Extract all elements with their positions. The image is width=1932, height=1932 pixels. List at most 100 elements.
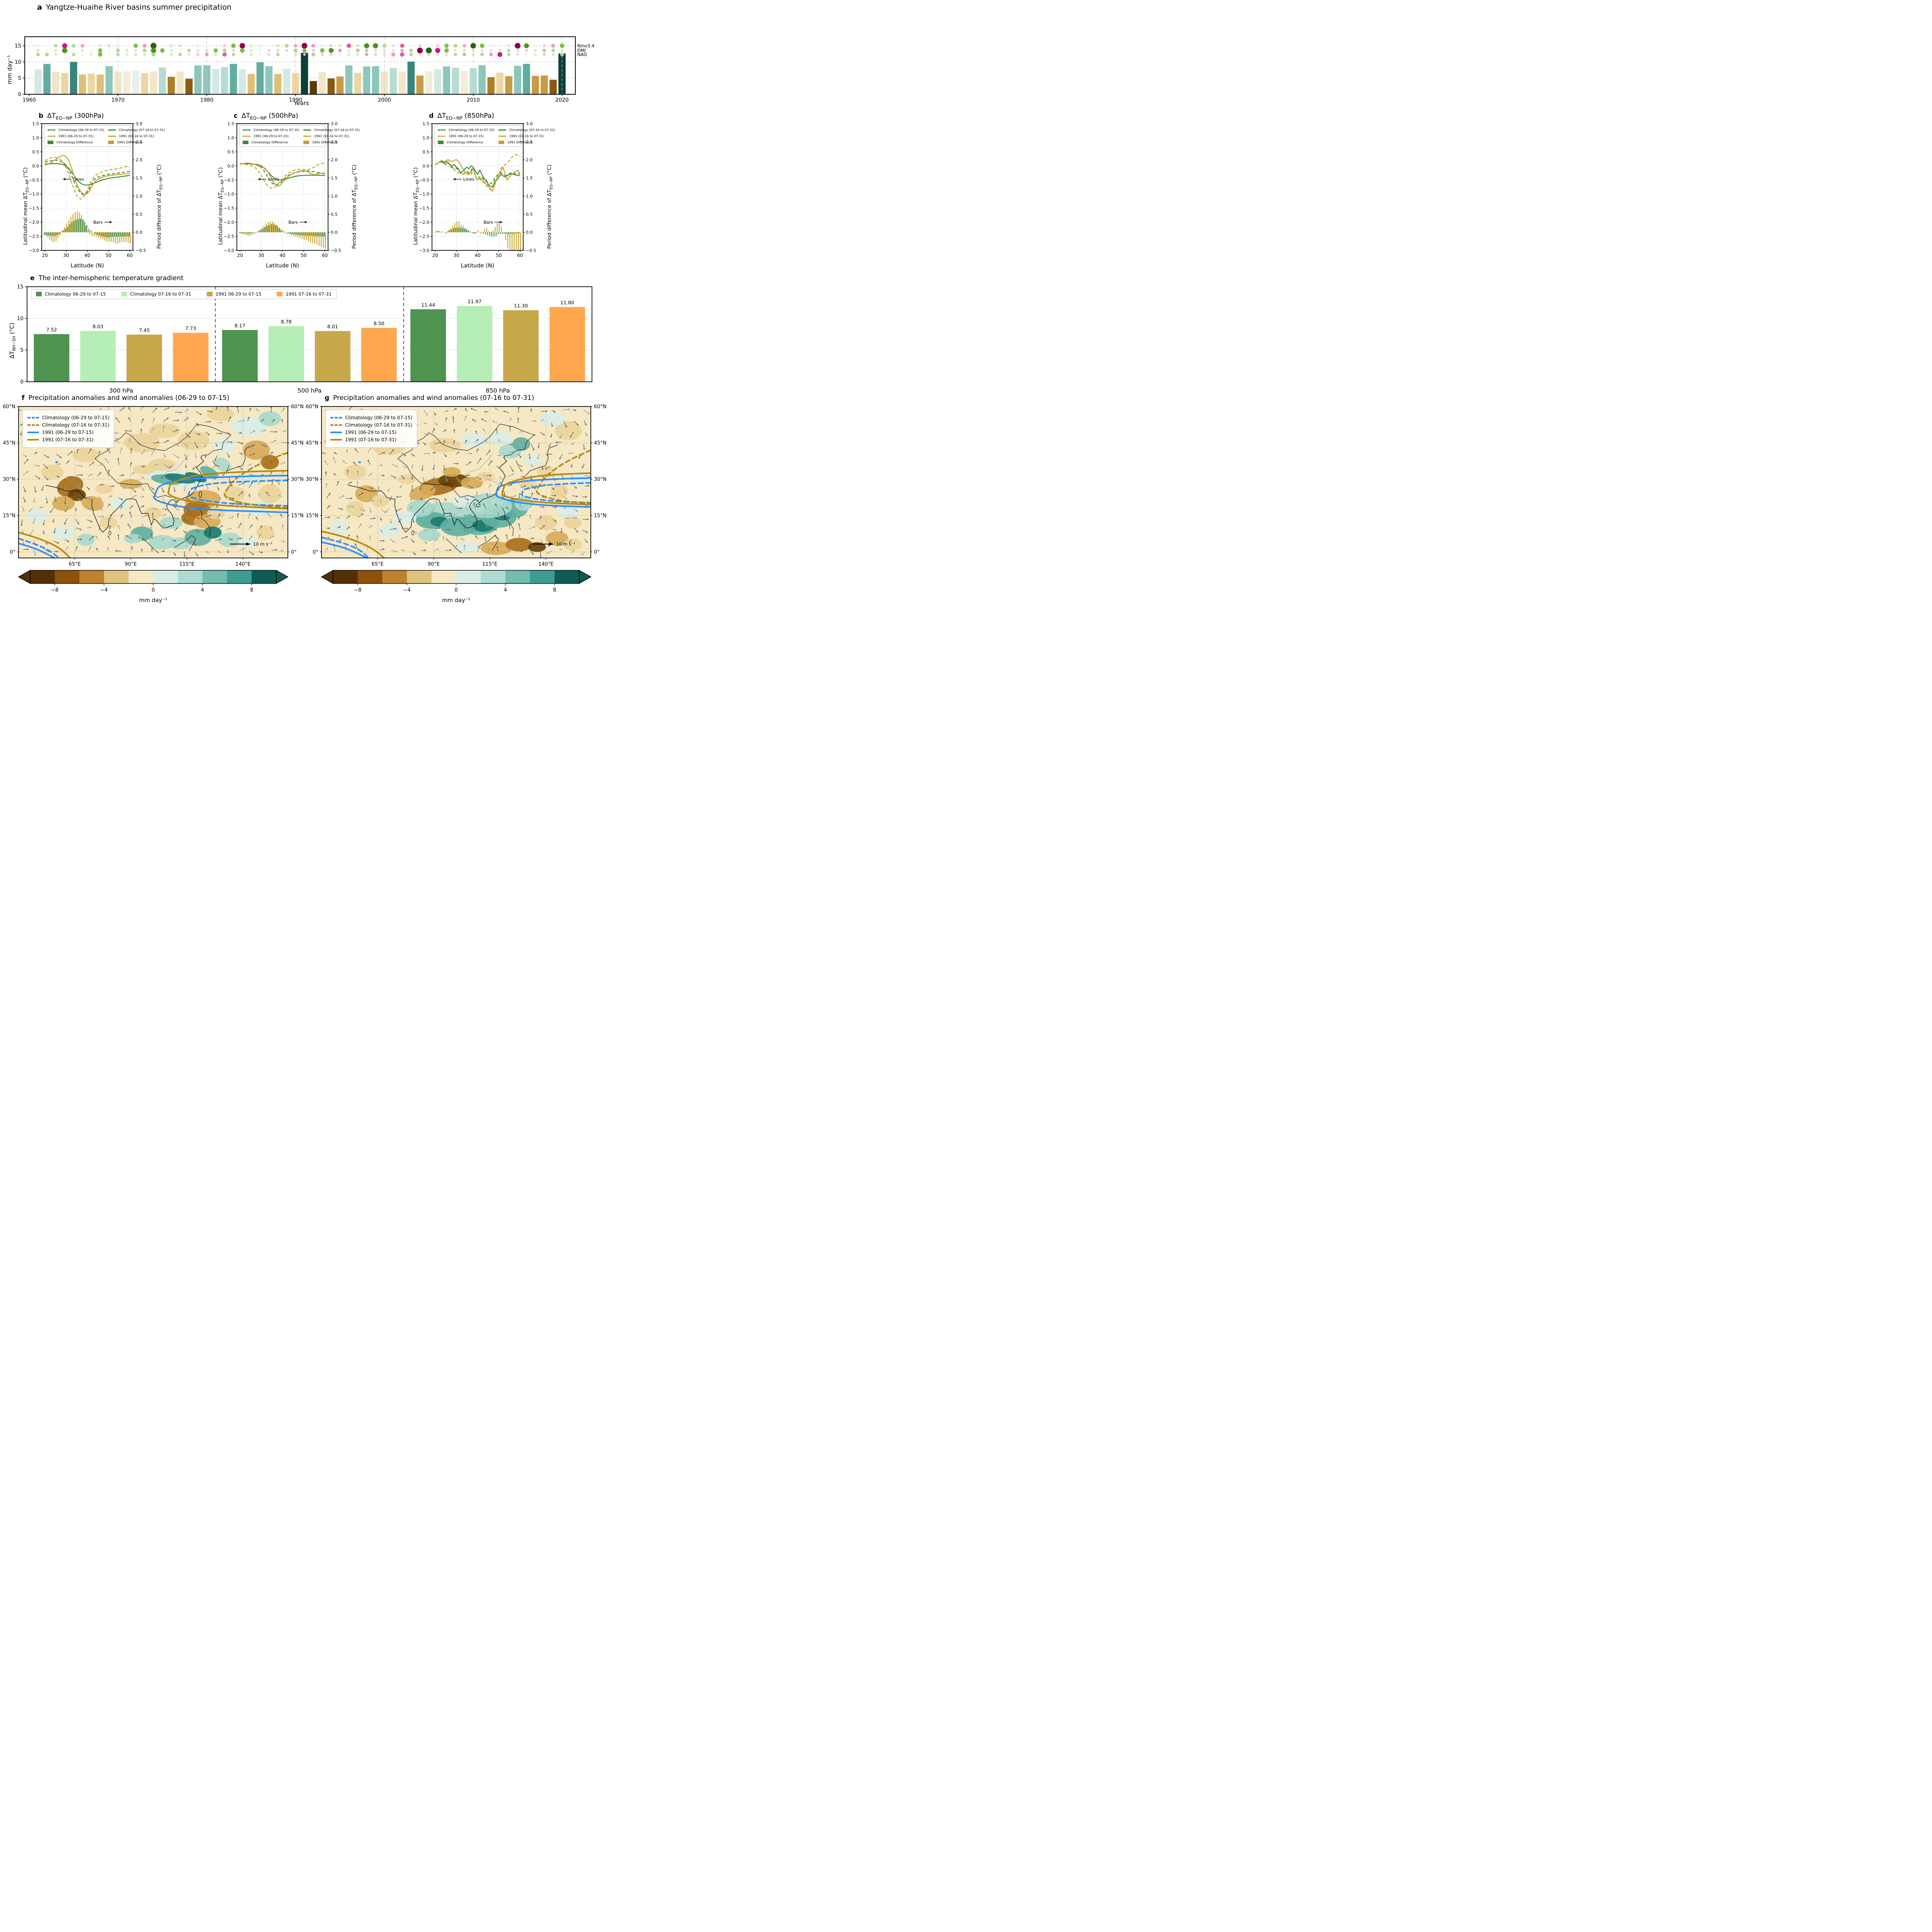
wind-arrow-head: [467, 502, 469, 504]
index-dot-NAO: [54, 53, 57, 56]
legend-swatch-patch: [498, 140, 504, 144]
wind-arrow-head: [121, 505, 123, 508]
precip-anomaly-blob: [256, 525, 275, 540]
diff-bar-climatology: [76, 219, 77, 233]
wind-arrow-head: [80, 538, 82, 541]
diff-bar-climatology: [464, 228, 465, 233]
legend-label: Climatology 07-16 to 07-31: [130, 291, 191, 297]
lat-tick: 45°N: [3, 440, 15, 446]
wind-arrow-head: [24, 500, 26, 503]
index-dot-NAO: [463, 53, 466, 56]
legend-swatch-patch: [243, 140, 248, 144]
wind-arrow-head: [396, 550, 398, 553]
wind-arrow-head: [483, 514, 486, 517]
wind-arrow: [495, 536, 497, 539]
wind-arrow-head: [216, 505, 218, 507]
wind-arrow: [227, 465, 229, 470]
index-dot-Nino3.4: [356, 44, 359, 48]
wind-arrow: [164, 408, 168, 410]
wind-arrow: [485, 537, 486, 542]
bar-value-label: 7.52: [46, 327, 57, 333]
wind-arrow: [334, 546, 336, 552]
diff-bar-climatology: [239, 232, 240, 233]
colorbar-tick: 4: [504, 587, 507, 593]
wind-arrow-head: [586, 434, 588, 437]
precip-bar: [398, 71, 406, 94]
wind-arrow: [432, 452, 435, 454]
index-dot-NAO: [365, 53, 369, 56]
left-ytick: 1.0: [423, 135, 430, 140]
diff-bar-1991: [81, 215, 82, 233]
coastline-borneo: [174, 535, 196, 551]
wind-arrow: [583, 444, 585, 448]
series-line: [240, 162, 325, 189]
wind-arrow: [423, 541, 426, 543]
wind-arrow: [43, 454, 48, 457]
legend-swatch-patch: [206, 292, 213, 296]
index-dot-Nino3.4: [239, 43, 245, 49]
index-dot-NAO: [250, 53, 253, 56]
wind-arrow: [561, 474, 564, 479]
precip-bar: [461, 71, 468, 94]
legend-item: 1991 (07-16 to 07-31): [303, 134, 360, 138]
coastline-sumatra: [142, 538, 159, 553]
wind-arrow-head: [140, 429, 142, 430]
left-ytick: −2.5: [29, 234, 39, 239]
wind-arrow-head: [150, 533, 152, 535]
wind-arrow-head: [53, 531, 56, 534]
wind-arrow: [163, 427, 164, 432]
wind-arrow: [444, 498, 446, 500]
series-line: [435, 159, 520, 192]
index-dot-DMI: [285, 49, 288, 52]
wind-arrow: [432, 476, 435, 480]
legend-item: 1991 (06-29 to 07-15): [48, 134, 104, 138]
xtick-label: 50: [301, 253, 306, 258]
index-dot-DMI: [383, 49, 386, 52]
wind-arrow: [444, 411, 447, 412]
wind-arrow: [391, 550, 396, 552]
legend-swatch-dash: [27, 424, 39, 426]
wind-arrow: [56, 476, 58, 477]
wind-arrow: [87, 474, 92, 477]
wind-arrow: [530, 464, 532, 466]
wind-arrow: [108, 537, 110, 540]
wind-arrow-head: [107, 535, 110, 537]
wind-arrow: [563, 409, 568, 410]
wind-arrow-head: [575, 486, 577, 489]
diff-bar-climatology: [307, 232, 308, 236]
diff-bar-climatology: [495, 232, 497, 236]
wind-arrow: [563, 421, 566, 427]
wind-arrow-head: [125, 430, 127, 432]
wind-arrow-head: [518, 534, 520, 537]
polygon: [453, 178, 456, 180]
wind-arrow-head: [243, 548, 245, 550]
diff-bar-1991: [119, 232, 120, 243]
ytick-label: 10: [17, 316, 24, 322]
legend-item: 1991 (07-16 to 07-31): [498, 134, 555, 138]
wind-arrow: [130, 473, 134, 475]
index-dot-Nino3.4: [301, 43, 308, 49]
precip-bar: [363, 66, 371, 94]
legend-swatch-dash: [438, 135, 446, 137]
index-dot-NAO: [374, 53, 377, 56]
index-dot-NAO: [400, 52, 405, 57]
wind-arrow: [151, 534, 153, 539]
wind-arrow-head: [370, 473, 372, 475]
wind-arrow: [432, 507, 435, 512]
precip-anomaly-blob: [72, 447, 100, 463]
wind-arrow-head: [75, 546, 78, 548]
wind-arrow: [453, 408, 456, 411]
wind-arrow-head: [172, 479, 174, 481]
wind-arrow-head: [535, 420, 537, 422]
wind-arrow: [270, 461, 272, 464]
wind-arrow: [466, 462, 470, 466]
left-ytick: 1.5: [423, 121, 430, 126]
diff-bar-1991: [117, 232, 118, 244]
wind-arrow-head: [141, 406, 143, 408]
wind-arrow-head: [435, 501, 437, 503]
right-ytick: 1.0: [331, 194, 338, 199]
wind-arrow: [520, 440, 526, 444]
wind-arrow-head: [251, 482, 253, 484]
